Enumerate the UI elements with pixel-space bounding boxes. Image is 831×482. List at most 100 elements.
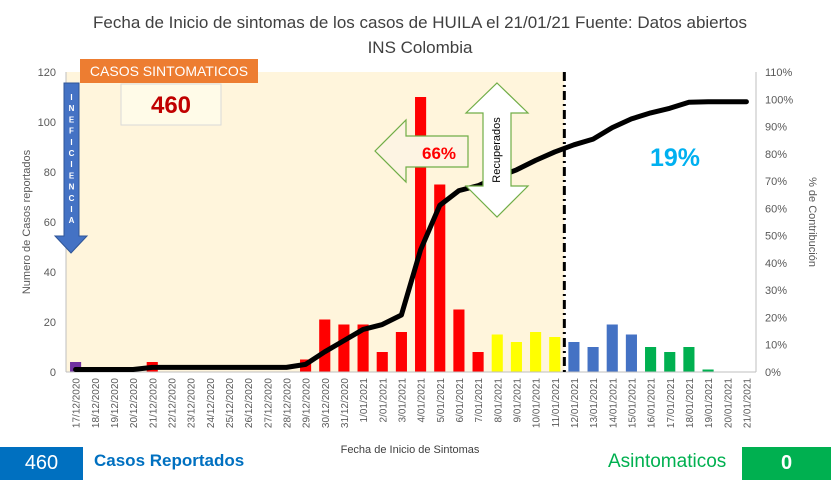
x-tick-label: 6/01/2021 — [455, 378, 466, 423]
x-tick-label: 25/12/2020 — [225, 378, 236, 428]
y2-tick-label: 20% — [765, 312, 787, 324]
bar-18-01-2021 — [683, 347, 695, 372]
inefficiency-letter: I — [70, 138, 72, 147]
bar-30-12-2020 — [319, 319, 331, 372]
bar-10-01-2021 — [530, 332, 542, 372]
y2-tick-label: 80% — [765, 149, 787, 161]
bar-1-01-2021 — [357, 324, 369, 372]
y-tick-label: 20 — [44, 317, 56, 329]
inefficiency-letter: I — [70, 205, 72, 214]
sintomaticos-label: CASOS SINTOMATICOS — [90, 63, 248, 79]
remaining-pct: 19% — [650, 144, 700, 172]
inefficiency-letter: E — [69, 115, 75, 124]
bar-13-01-2021 — [587, 347, 599, 372]
x-tick-label: 16/01/2021 — [647, 378, 658, 428]
x-tick-label: 11/01/2021 — [551, 378, 562, 428]
asymptomatic-count-box: 0 — [742, 447, 831, 480]
inefficiency-letter: E — [69, 171, 75, 180]
y-tick-label: 80 — [44, 167, 56, 179]
x-tick-label: 21/12/2020 — [148, 378, 159, 428]
bars-layer — [70, 97, 714, 372]
inefficiency-letter: I — [70, 93, 72, 102]
x-tick-label: 3/01/2021 — [397, 378, 408, 423]
y-tick-label: 0 — [50, 367, 56, 379]
inefficiency-letter: F — [69, 127, 74, 136]
x-tick-label: 28/12/2020 — [282, 378, 293, 428]
sintomaticos-value: 460 — [151, 92, 191, 119]
bar-12-01-2021 — [568, 342, 580, 372]
x-tick-label: 8/01/2021 — [493, 378, 504, 423]
x-tick-label: 10/01/2021 — [532, 378, 543, 428]
bar-6-01-2021 — [453, 309, 465, 372]
y2-tick-label: 60% — [765, 203, 787, 215]
inefficiency-letter: N — [69, 183, 75, 192]
y2-tick-label: 100% — [765, 94, 793, 106]
recuperados-label: Recuperados — [491, 117, 503, 183]
x-tick-label: 18/12/2020 — [91, 378, 102, 428]
x-tick-label: 27/12/2020 — [263, 378, 274, 428]
reported-count-label: Casos Reportados — [94, 451, 245, 470]
y-axis-title: Numero de Casos reportados — [21, 149, 33, 294]
bar-8-01-2021 — [491, 334, 503, 372]
y2-tick-label: 0% — [765, 367, 781, 379]
x-axis-title: Fecha de Inicio de Sintomas — [340, 444, 480, 456]
bar-4-01-2021 — [415, 97, 427, 372]
chart-title: Fecha de Inicio de sintomas de los casos… — [60, 10, 780, 60]
x-tick-label: 17/12/2020 — [72, 378, 83, 428]
x-tick-label: 2/01/2021 — [378, 378, 389, 423]
x-tick-label: 23/12/2020 — [187, 378, 198, 428]
x-tick-label: 18/01/2021 — [685, 378, 696, 428]
cumulative-line-layer — [73, 99, 749, 373]
cumulative-percentage-line — [73, 99, 749, 373]
y2-tick-label: 30% — [765, 285, 787, 297]
y2-tick-label: 90% — [765, 122, 787, 134]
inefficiency-letter: C — [69, 194, 75, 203]
x-tick-label: 19/12/2020 — [110, 378, 121, 428]
asymptomatic-label: Asintomaticos — [608, 451, 727, 472]
bar-5-01-2021 — [434, 184, 446, 372]
bar-2-01-2021 — [376, 352, 388, 372]
bar-31-12-2020 — [338, 324, 350, 372]
bar-17-12-2020 — [70, 362, 82, 372]
x-tick-label: 7/01/2021 — [474, 378, 485, 423]
x-tick-label: 20/01/2021 — [723, 378, 734, 428]
x-tick-label: 26/12/2020 — [244, 378, 255, 428]
y2-axis-title: % de Contribución — [806, 177, 818, 267]
y2-tick-label: 40% — [765, 258, 787, 270]
y2-tick-label: 70% — [765, 176, 787, 188]
x-tick-label: 31/12/2020 — [340, 378, 351, 428]
inefficiency-letter: A — [69, 216, 75, 225]
recuperados-arrow — [464, 82, 530, 218]
x-tick-label: 17/01/2021 — [666, 378, 677, 428]
x-tick-label: 13/01/2021 — [589, 378, 600, 428]
contribution-arrow-pct: 66% — [422, 144, 456, 163]
sintomaticos-label-box — [80, 59, 258, 83]
bottom-summary-bar: 460 Casos Reportados Asintomaticos 0 — [0, 447, 831, 482]
x-tick-label: 21/01/2021 — [742, 378, 753, 428]
y2-tick-label: 50% — [765, 231, 787, 243]
bar-15-01-2021 — [625, 334, 637, 372]
y-tick-label: 120 — [38, 67, 56, 79]
y-tick-label: 60 — [44, 217, 56, 229]
x-tick-label: 24/12/2020 — [206, 378, 217, 428]
bar-7-01-2021 — [472, 352, 484, 372]
chart-title-line2: INS Colombia — [367, 38, 473, 57]
x-tick-label: 5/01/2021 — [436, 378, 447, 423]
inefficiency-arrow — [53, 82, 89, 254]
reported-count-box: 460 — [0, 447, 83, 480]
y-tick-label: 40 — [44, 267, 56, 279]
bar-9-01-2021 — [510, 342, 522, 372]
x-tick-label: 9/01/2021 — [512, 378, 523, 423]
x-tick-label: 29/12/2020 — [302, 378, 313, 428]
x-tick-label: 1/01/2021 — [359, 378, 370, 423]
x-tick-label: 15/01/2021 — [627, 378, 638, 428]
inefficiency-letter: N — [69, 104, 75, 113]
y-tick-label: 100 — [38, 117, 56, 129]
sintomaticos-value-box — [120, 83, 222, 126]
bar-17-01-2021 — [664, 352, 676, 372]
x-tick-label: 14/01/2021 — [608, 378, 619, 428]
bar-3-01-2021 — [395, 332, 407, 372]
x-tick-label: 20/12/2020 — [129, 378, 140, 428]
contribution-arrow — [374, 118, 469, 184]
